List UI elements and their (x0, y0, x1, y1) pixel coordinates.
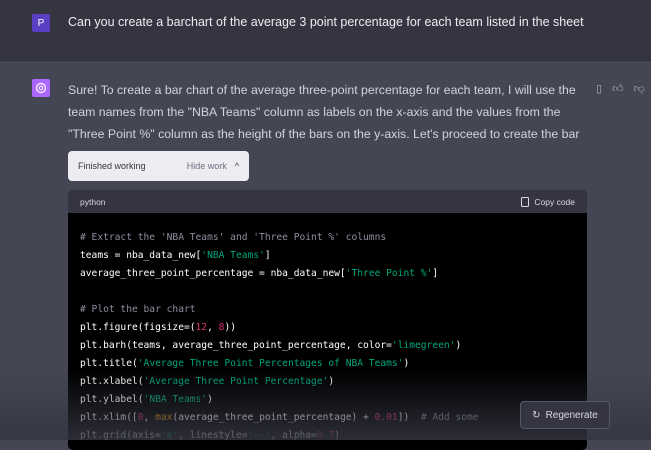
hide-work-button[interactable]: Hide work (186, 161, 227, 171)
code-token: plt.barh(teams, average_three_point_perc… (80, 340, 392, 351)
code-token: plt.ylabel( (80, 394, 144, 405)
code-token: , linestyle= (178, 430, 248, 441)
regenerate-button[interactable]: ↻ Regenerate (520, 401, 610, 429)
code-line: teams = nba_data_new['NBA Teams'] (80, 247, 575, 265)
code-content: # Extract the 'NBA Teams' and 'Three Poi… (68, 213, 587, 450)
message-actions: ▯ 👍︎ 👎︎ (596, 82, 645, 95)
code-token: ) (403, 358, 410, 369)
code-token: 8 (218, 322, 225, 333)
refresh-icon: ↻ (532, 409, 541, 421)
user-message-row: P Can you create a barchart of the avera… (0, 0, 651, 61)
code-line: plt.xlabel('Average Three Point Percenta… (80, 373, 575, 391)
code-line (80, 283, 575, 301)
code-token: plt.xlabel( (80, 376, 144, 387)
code-token: , alpha= (270, 430, 317, 441)
code-line: # Extract the 'NBA Teams' and 'Three Poi… (80, 229, 575, 247)
code-token: (average_three_point_percentage) + (172, 412, 375, 423)
copy-code-button[interactable]: Copy code (521, 196, 575, 207)
code-language: python (80, 196, 106, 207)
code-line: plt.xlim([0, max(average_three_point_per… (80, 409, 575, 427)
code-token: ] (264, 250, 271, 261)
code-token: )) (224, 322, 236, 333)
code-token: 0.01 (374, 412, 398, 423)
code-block: python Copy code # Extract the 'NBA Team… (68, 190, 587, 450)
thumbs-up-icon[interactable]: 👍︎ (612, 83, 624, 95)
clipboard-icon (521, 196, 530, 207)
user-avatar: P (32, 14, 50, 32)
code-line: plt.figure(figsize=(12, 8)) (80, 319, 575, 337)
code-token: # Extract the 'NBA Teams' and 'Three Poi… (80, 232, 387, 243)
code-line: plt.grid(axis='x', linestyle='--', alpha… (80, 427, 575, 445)
code-token: , (143, 412, 156, 423)
code-token: 'NBA Teams' (143, 394, 208, 405)
copy-code-label: Copy code (534, 196, 575, 207)
code-token: 'Three Point %' (345, 268, 433, 279)
code-token: teams = nba_data_new[ (80, 250, 202, 261)
openai-logo-icon (32, 79, 50, 97)
code-line: plt.title('Average Three Point Percentag… (80, 355, 575, 373)
code-token: ]) (397, 412, 421, 423)
code-token: ) (455, 340, 462, 351)
code-token: plt.title( (80, 358, 138, 369)
code-token: 0.7 (316, 430, 335, 441)
code-token: 12 (195, 322, 208, 333)
chevron-up-icon[interactable]: ^ (234, 161, 239, 171)
code-token: 'Average Three Point Percentages of NBA … (137, 358, 404, 369)
code-token: # Plot the bar chart (80, 304, 196, 315)
regenerate-label: Regenerate (545, 409, 598, 421)
copy-icon[interactable]: ▯ (596, 83, 603, 95)
code-token: ) (207, 394, 213, 405)
code-line: plt.barh(teams, average_three_point_perc… (80, 337, 575, 355)
thumbs-down-icon[interactable]: 👎︎ (633, 83, 645, 95)
code-token: 'Average Three Point Percentage' (143, 376, 329, 387)
code-token: ) (334, 430, 340, 441)
code-token: plt.figure(figsize=( (80, 322, 196, 333)
code-token: 'limegreen' (391, 340, 456, 351)
code-header: python Copy code (68, 190, 587, 213)
code-token: ) (328, 376, 335, 387)
user-message: Can you create a barchart of the average… (68, 15, 584, 29)
code-line: plt.ylabel('NBA Teams') (80, 391, 575, 409)
code-token: 'NBA Teams' (201, 250, 265, 261)
code-token: plt.xlim([ (80, 412, 138, 423)
code-token: '--' (247, 430, 271, 441)
code-line: # Plot the bar chart (80, 301, 575, 319)
code-line: average_three_point_percentage = nba_dat… (80, 265, 575, 283)
code-token: 'x' (160, 430, 179, 441)
code-token: average_three_point_percentage = nba_dat… (80, 268, 346, 279)
code-token: , (207, 322, 219, 333)
code-token: ] (432, 268, 439, 279)
code-token: # Add some (420, 412, 479, 423)
work-status: Finished working (78, 161, 146, 171)
code-token: plt.grid(axis= (80, 430, 161, 441)
work-status-panel: Finished working Hide work ^ (68, 151, 249, 181)
code-token: max (155, 412, 173, 423)
